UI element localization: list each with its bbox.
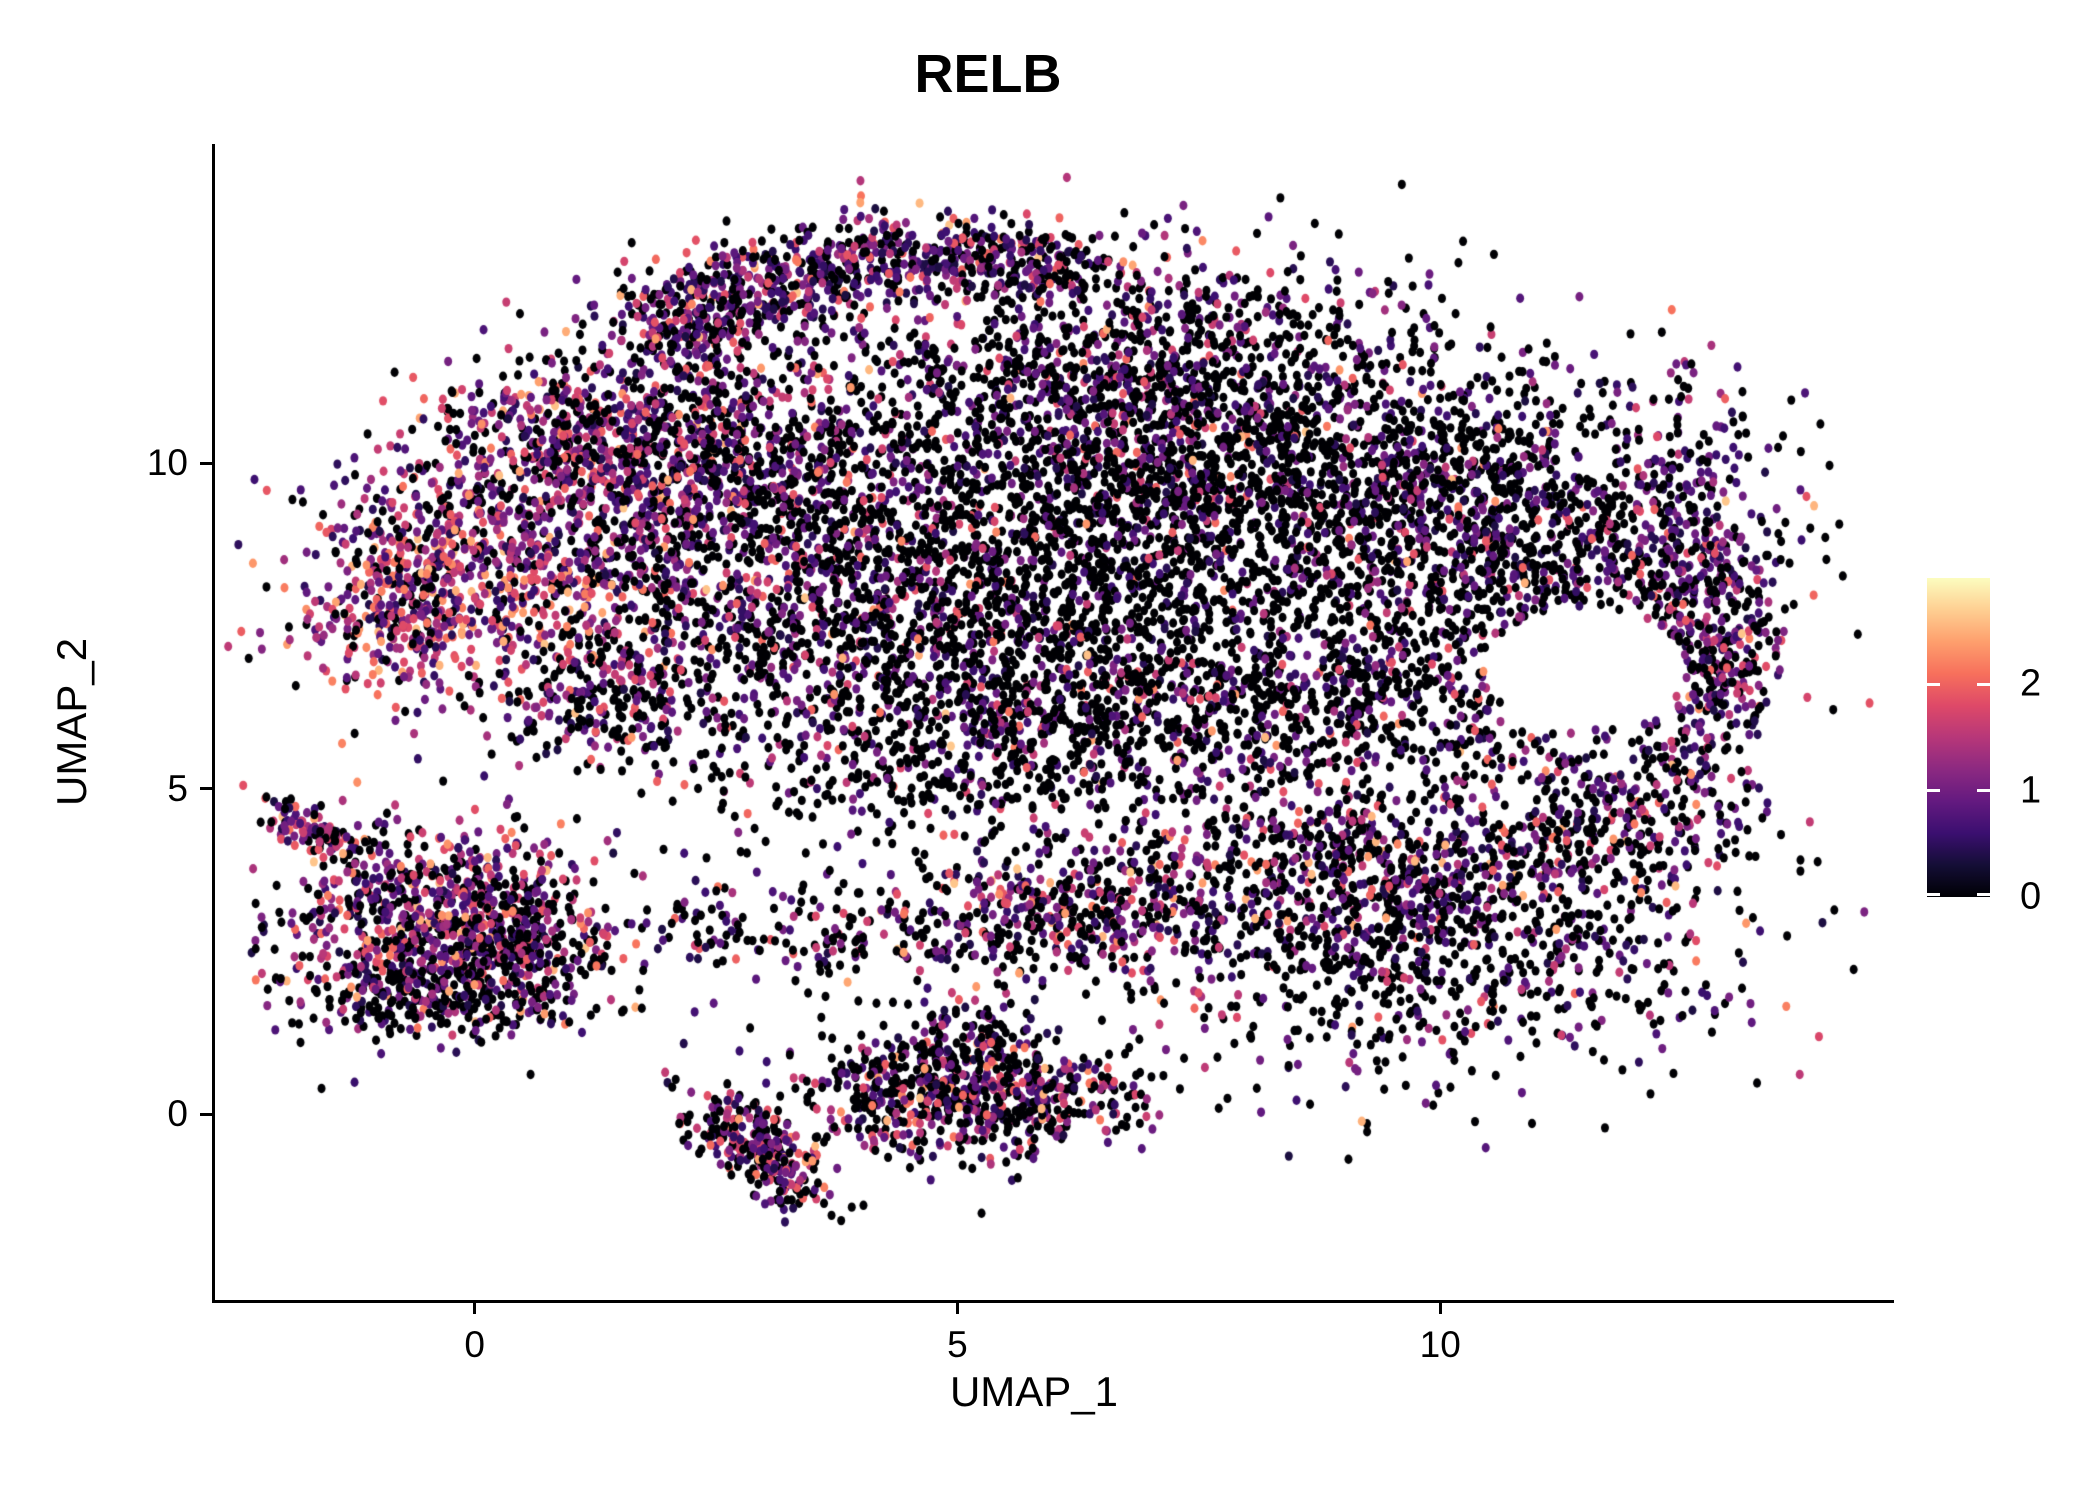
x-axis-tick-mark [473,1300,477,1314]
x-axis-tick-mark [1438,1300,1442,1314]
colorbar-tick-label: 1 [2020,769,2042,812]
y-axis-tick-mark [200,787,214,791]
x-axis-tick-mark [955,1300,959,1314]
x-axis-tick-label: 5 [947,1324,968,1365]
colorbar-tick-label: 2 [2020,662,2042,705]
colorbar-tick-mark [1927,682,1940,686]
colorbar-tick-label: 0 [2020,875,2042,918]
colorbar-tick-mark [1927,789,1940,793]
x-axis-title: UMAP_1 [949,1368,1119,1415]
x-axis-tick-label: 10 [1419,1324,1461,1365]
y-axis-tick-mark [200,461,214,465]
y-axis-tick-label: 5 [167,767,188,809]
colorbar-tick-mark [1977,893,1990,896]
y-axis-tick-mark [200,1112,214,1116]
colorbar-tick-mark [1977,682,1990,686]
x-axis-line [212,1300,1894,1303]
plot-title: RELB [914,44,1062,104]
colorbar-tick-mark [1927,893,1940,896]
y-axis-line [212,144,215,1303]
y-axis-title: UMAP_2 [48,637,95,807]
x-axis-tick-label: 0 [464,1324,485,1365]
colorbar-tick-mark [1977,789,1990,793]
y-axis-tick-label: 0 [167,1093,188,1135]
y-axis-tick-label: 10 [146,442,188,484]
colorbar-legend [1927,578,1990,897]
